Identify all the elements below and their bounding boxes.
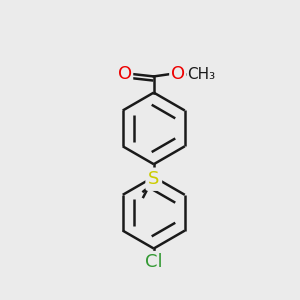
Text: O: O bbox=[118, 65, 132, 83]
Text: S: S bbox=[148, 170, 159, 188]
Text: CH₃: CH₃ bbox=[187, 67, 215, 82]
Text: Cl: Cl bbox=[145, 253, 163, 271]
Text: O: O bbox=[171, 65, 185, 83]
